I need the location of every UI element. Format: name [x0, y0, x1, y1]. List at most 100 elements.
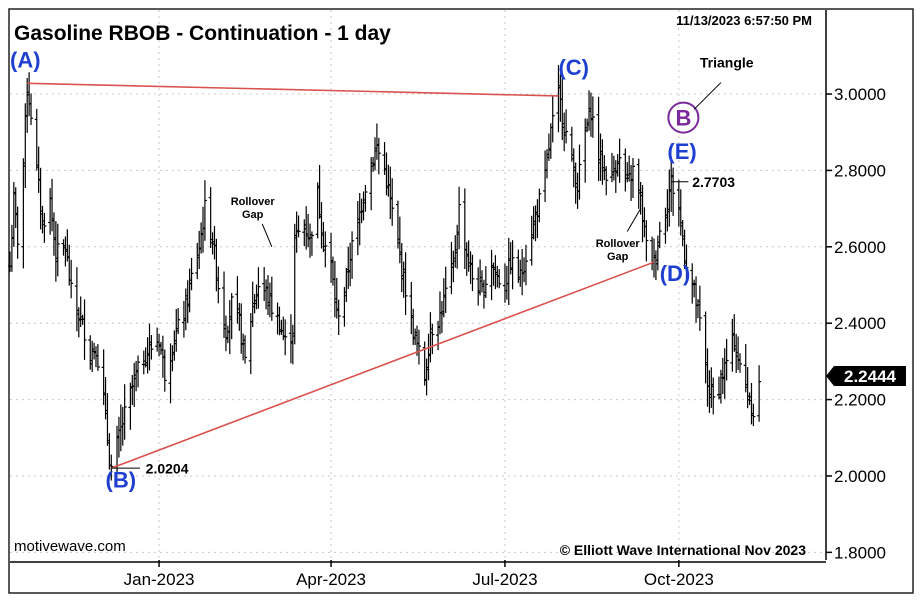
price-bar: [376, 137, 381, 175]
price-bar: [457, 186, 462, 250]
price-bar: [216, 266, 221, 304]
price-bar: [577, 144, 582, 200]
x-tick-label: Oct-2023: [644, 570, 714, 589]
wave-label: (E): [667, 139, 696, 164]
rollover-gap-note: Rollover: [231, 196, 276, 208]
price-bar: [296, 215, 301, 238]
chart-timestamp: 11/13/2023 6:57:50 PM: [676, 13, 812, 28]
price-bar: [42, 212, 47, 243]
triangle-note: Triangle: [700, 54, 754, 70]
price-bar: [430, 323, 435, 355]
price-bar: [136, 355, 141, 388]
price-bar: [604, 166, 609, 196]
chart-title: Gasoline RBOB - Continuation - 1 day: [14, 22, 391, 45]
price-bar: [671, 167, 676, 216]
price-bar: [657, 221, 662, 249]
price-bar: [309, 231, 314, 256]
note-leader: [693, 82, 722, 110]
price-bar: [256, 267, 261, 309]
triangle-trendline: [27, 82, 559, 97]
price-bar: [122, 384, 127, 440]
price-bar: [350, 231, 355, 279]
price-bar: [724, 338, 729, 381]
chart-frame: [8, 8, 914, 594]
price-bar: [29, 93, 34, 125]
y-tick-label: 3.0000: [834, 85, 886, 104]
price-bar: [470, 254, 475, 292]
price-bar: [283, 319, 288, 356]
price-bar: [69, 259, 74, 299]
price-bar: [390, 178, 395, 226]
price-bar: [336, 299, 341, 336]
price-bar: [189, 257, 194, 291]
price-bar: [403, 252, 408, 316]
price-bar: [537, 188, 542, 223]
price-bar: [229, 293, 234, 340]
source-label: motivewave.com: [14, 538, 126, 555]
price-bar: [497, 269, 502, 289]
price-bar: [590, 96, 595, 138]
y-tick-label: 2.8000: [834, 161, 886, 180]
rollover-gap-note: Rollover: [596, 238, 641, 250]
y-tick-label: 2.0000: [834, 467, 886, 486]
wave-label: (B): [106, 467, 137, 492]
price-bar: [564, 109, 569, 144]
price-bar: [550, 96, 555, 143]
price-bar: [202, 180, 207, 241]
price-bar: [644, 220, 649, 262]
note-leader: [261, 223, 273, 247]
price-bar: [738, 353, 743, 373]
x-tick-label: Jul-2023: [472, 570, 537, 589]
price-bar: [617, 138, 622, 183]
price-bar: [55, 223, 60, 277]
price-bar: [176, 308, 181, 335]
trendlines: [27, 82, 655, 469]
annotations: (A) (B) (C) (D) (E) B 2.0204 2.7703 Triangle Roll…: [10, 47, 754, 492]
wave-label: (C): [558, 55, 589, 80]
price-bar: [684, 244, 689, 282]
price-bar: [363, 185, 368, 212]
y-tick-label: 1.8000: [834, 543, 886, 562]
price-bar: [443, 266, 448, 313]
price-bar: [751, 403, 756, 427]
last-price-value: 2.2444: [844, 367, 897, 386]
x-tick-label: Apr-2023: [296, 570, 366, 589]
x-axis-ticks: Jan-2023 Apr-2023 Jul-2023 Oct-2023: [124, 560, 714, 589]
grid-layer: [10, 10, 826, 560]
circle-wave-marker: [667, 101, 700, 134]
price-bar: [162, 349, 167, 392]
y-tick-label: 2.4000: [834, 314, 886, 333]
note-leader: [626, 208, 642, 232]
price-bar: [149, 335, 154, 360]
price-bar: [323, 231, 328, 268]
price-bar: [510, 240, 515, 290]
price-bar: [15, 206, 20, 259]
price-label: 2.0204: [146, 460, 189, 476]
price-bars: [8, 64, 762, 481]
price-bar: [269, 276, 274, 321]
price-bar: [757, 365, 762, 422]
y-tick-label: 2.2000: [834, 391, 886, 410]
axes: [10, 10, 827, 563]
y-axis-ticks: 1.8000 2.0000 2.2000 2.4000 2.6000 2.8000 3.00…: [826, 85, 886, 562]
wave-label: (D): [660, 261, 691, 286]
rollover-gap-note: Gap: [607, 251, 629, 263]
price-label: 2.7703: [692, 174, 735, 190]
wave-label: (A): [10, 47, 41, 72]
circle-wave-label: B: [675, 106, 691, 131]
y-tick-label: 2.6000: [834, 238, 886, 257]
price-bar: [630, 157, 635, 199]
price-bar: [95, 344, 100, 371]
price-bar: [697, 285, 702, 331]
price-bar: [483, 266, 488, 298]
price-bar: [82, 299, 87, 360]
last-price-tag: 2.2444: [826, 366, 906, 386]
rollover-gap-note: Gap: [242, 209, 264, 221]
triangle-trendline: [110, 261, 655, 469]
price-bar: [243, 335, 248, 364]
copyright-label: © Elliott Wave International Nov 2023: [560, 542, 807, 558]
price-bar: [711, 377, 716, 415]
price-bar: [523, 244, 528, 286]
